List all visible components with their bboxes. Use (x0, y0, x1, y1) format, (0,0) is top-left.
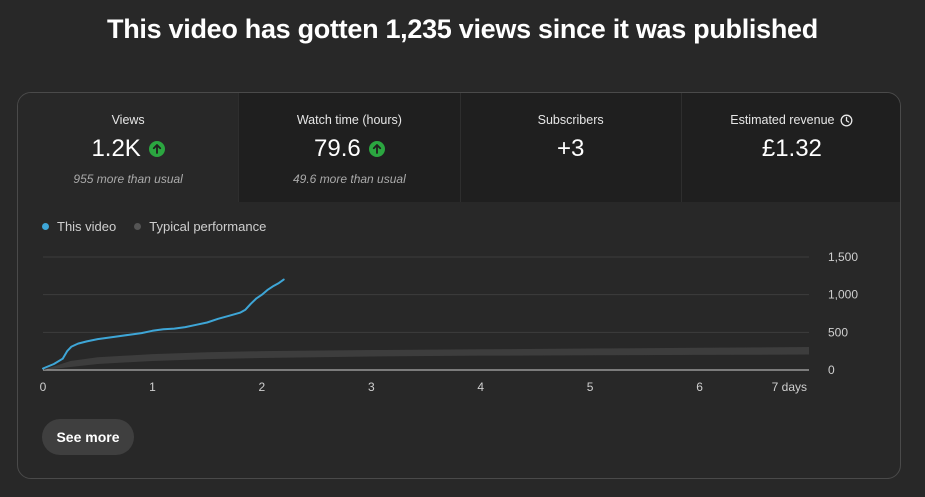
arrow-up-icon (368, 141, 385, 157)
metric-value: 79.6 (314, 135, 361, 162)
typical-performance-band (43, 347, 809, 370)
y-tick-label: 500 (828, 325, 848, 339)
y-tick-label: 0 (828, 363, 835, 377)
metric-comparison: 49.6 more than usual (293, 172, 406, 186)
metric-tab-estimated-revenue[interactable]: Estimated revenue £1.32 (681, 93, 900, 202)
metric-tab-subscribers[interactable]: Subscribers +3 (460, 93, 682, 202)
x-tick-label: 5 (587, 380, 594, 394)
metric-value: 1.2K (91, 135, 141, 162)
metric-label: Estimated revenue (730, 113, 835, 127)
legend-dot (42, 223, 49, 230)
legend-item-typical: Typical performance (134, 219, 266, 234)
x-tick-label: 7 days (772, 380, 807, 394)
y-tick-label: 1,500 (828, 250, 858, 264)
y-tick-label: 1,000 (828, 288, 858, 302)
metric-comparison (461, 172, 681, 187)
arrow-up-icon (148, 141, 165, 157)
legend-item-this-video: This video (42, 219, 116, 234)
analytics-card: Views 1.2K 955 more than usual Watch tim… (17, 92, 901, 479)
x-tick-label: 6 (696, 380, 703, 394)
page-title: This video has gotten 1,235 views since … (107, 14, 818, 44)
x-tick-label: 2 (259, 380, 266, 394)
metric-comparison: 955 more than usual (73, 172, 183, 186)
views-chart: 0 500 1,000 1,500 0 1 2 3 4 5 6 7 days (40, 250, 859, 394)
metric-label: Views (111, 113, 145, 127)
metric-value: £1.32 (761, 135, 822, 162)
metric-tab-watch-time[interactable]: Watch time (hours) 79.6 49.6 more than u… (239, 93, 461, 202)
metric-tabs: Views 1.2K 955 more than usual Watch tim… (18, 93, 900, 202)
legend-label: Typical performance (149, 219, 267, 234)
metric-tab-views[interactable]: Views 1.2K 955 more than usual (18, 93, 240, 202)
x-tick-label: 1 (149, 380, 156, 394)
x-tick-label: 4 (477, 380, 484, 394)
metric-value: +3 (556, 135, 585, 162)
this-video-line (42, 278, 285, 370)
x-tick-label: 3 (368, 380, 375, 394)
metric-label: Watch time (hours) (296, 113, 402, 127)
legend-label: This video (57, 219, 117, 234)
x-tick-label: 0 (40, 380, 47, 394)
clock-icon[interactable] (840, 114, 853, 127)
chart-legend: This video Typical performance (42, 219, 266, 234)
metric-label: Subscribers (537, 113, 604, 127)
see-more-button[interactable]: See more (42, 419, 134, 455)
legend-dot (134, 223, 142, 230)
metric-comparison (682, 172, 900, 187)
